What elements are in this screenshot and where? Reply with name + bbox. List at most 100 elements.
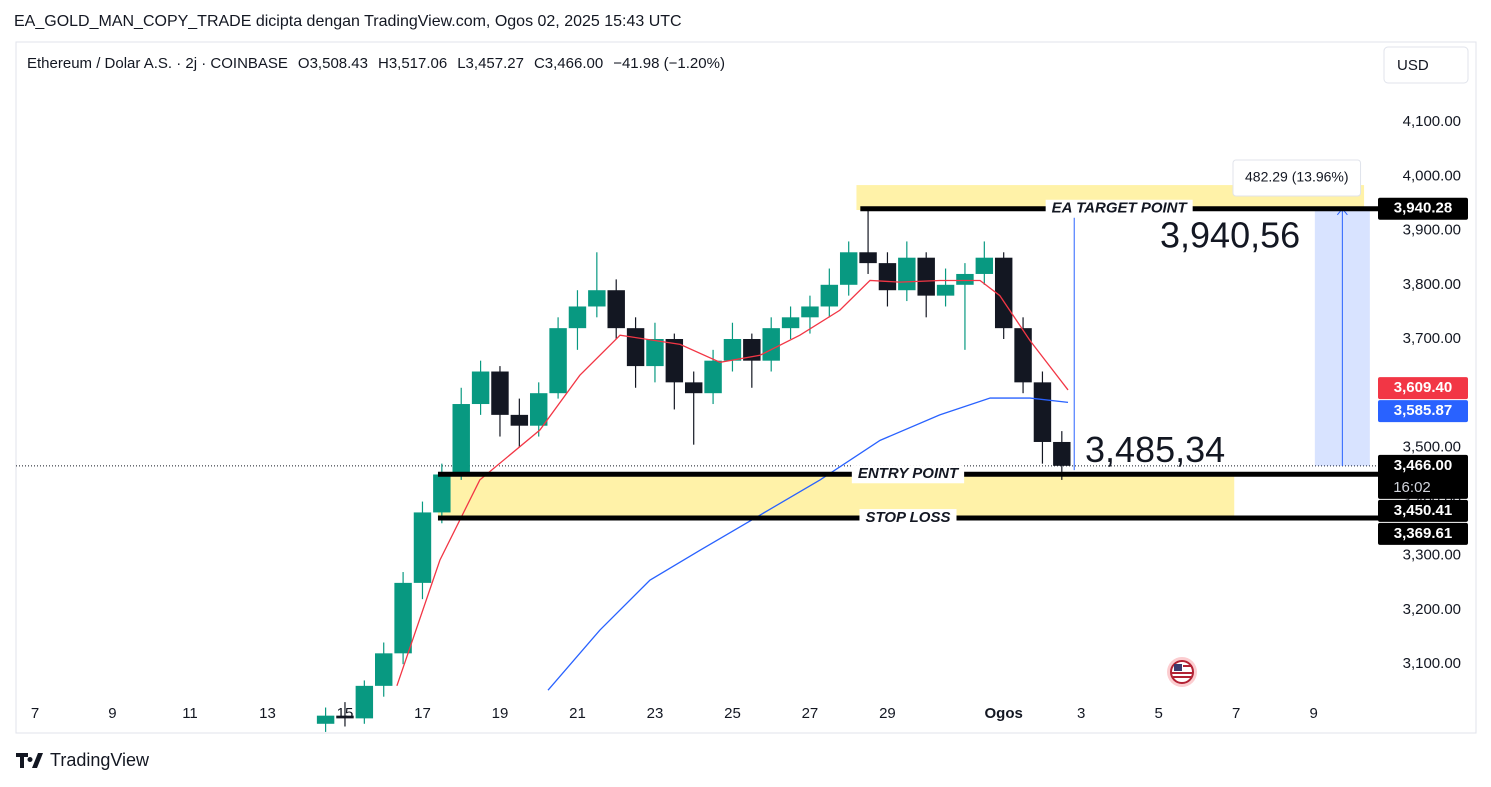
candle-body [898,257,916,291]
price-tag-sublabel: 16:02 [1393,479,1431,496]
candle-body [704,360,722,394]
y-tick-label: 4,100.00 [1403,113,1461,130]
candle-body [781,317,800,329]
x-tick-label: 19 [492,705,509,722]
moving-average [396,279,1069,687]
candle-body [626,328,645,367]
y-tick-label: 3,500.00 [1403,438,1461,455]
candle-body [568,306,587,329]
candle-body [1033,382,1052,442]
candle-body [529,393,548,426]
y-tick-label: 3,800.00 [1403,276,1461,293]
candle-body [839,252,858,285]
candle-body [588,290,606,307]
candle-body [820,284,839,307]
y-tick-label: 3,200.00 [1403,601,1461,618]
currency-button[interactable] [1383,46,1469,84]
candle-body [549,328,567,394]
candle-body [859,252,877,264]
x-tick-label: 9 [108,705,116,722]
x-tick-label: 17 [414,705,431,722]
price-tag [1378,454,1468,499]
currency-label[interactable]: USD [1397,57,1429,74]
chart-title: EA_GOLD_MAN_COPY_TRADE dicipta dengan Tr… [14,13,682,30]
chart-frame [15,41,1477,734]
candle-body [684,382,703,394]
candle-body [355,685,374,719]
price-tag-label: 3,609.40 [1394,379,1452,396]
x-tick-label: 15 [337,705,354,722]
level-label-bg [1045,199,1193,218]
symbol-name: Ethereum / Dolar A.S. · 2j · COINBASE [27,55,288,72]
y-tick-label: 3,900.00 [1403,222,1461,239]
candle-body [801,306,819,318]
x-tick-label: 7 [1232,705,1240,722]
y-tick-label: 3,100.00 [1403,655,1461,672]
candle-body [1014,328,1032,383]
level-label: EA TARGET POINT [1052,200,1189,217]
symbol-header: Ethereum / Dolar A.S. · 2j · COINBASE O3,… [27,55,725,72]
annotation: 3,485,34 [1085,429,1225,470]
candle-body [956,273,974,285]
event-icon [1167,657,1197,687]
level-label: STOP LOSS [865,509,950,526]
entry_zone [437,474,1235,519]
candle-body [646,338,664,367]
x-tick-label: 29 [879,705,896,722]
candle-body [762,328,780,361]
price-tag [1378,400,1468,423]
annotation: 3,940,56 [1160,214,1300,255]
ohlc-value: O3,508.43 [298,55,368,72]
x-tick-label: 11 [182,705,198,722]
y-tick-label: 3,700.00 [1403,330,1461,347]
candle-body [917,257,935,296]
ohlc-value: C3,466.00 [534,55,603,72]
x-tick-label: 25 [724,705,741,722]
ohlc-value: L3,457.27 [457,55,524,72]
measure-label: 482.29 (13.96%) [1245,169,1349,185]
level-label: ENTRY POINT [858,465,960,482]
level-label-bg [851,465,965,484]
candle-body [394,582,412,654]
price-tag [1378,499,1468,522]
brand-logo [16,753,43,768]
candle-body [936,284,955,296]
x-tick-label: Ogos [985,705,1023,722]
candle-body [413,512,432,583]
candle-body [878,263,897,291]
price-tag-label: 3,940.28 [1394,200,1452,217]
price-change: −41.98 (−1.20%) [613,55,725,72]
candle-body [607,290,625,329]
candle-body [743,338,761,361]
moving-average [547,397,1069,691]
candle-body [975,257,994,274]
candle-body [491,371,509,415]
price-tag [1378,522,1468,545]
x-tick-label: 23 [647,705,664,722]
price-tag [1378,197,1468,220]
overlay: EA TARGET POINT ENTRY POINT STOP LOSS 3,940… [851,159,1362,528]
price-tag-label: 3,369.61 [1394,525,1452,542]
ohlc-value: H3,517.06 [378,55,447,72]
x-tick-label: 7 [31,705,39,722]
price-tag-label: 3,585.87 [1394,402,1452,419]
x-tick-label: 27 [802,705,819,722]
x-tick-label: 13 [259,705,276,722]
y-tick-label: 3,300.00 [1403,547,1461,564]
brand-name: TradingView [50,750,150,770]
x-tick-label: 9 [1310,705,1318,722]
candle-body [433,474,451,513]
x-tick-label: 3 [1077,705,1085,722]
x-tick-label: 21 [569,705,586,722]
price-tag-label: 3,450.41 [1394,502,1452,519]
candle-body [336,715,354,719]
level-label-bg [859,509,957,528]
measure-label-bg [1232,159,1362,197]
candle-body [452,404,470,475]
candle-body [1053,441,1071,466]
y-tick-label: 4,000.00 [1403,167,1461,184]
price-tag-label: 3,466.00 [1394,457,1452,474]
price-tag [1378,377,1468,400]
